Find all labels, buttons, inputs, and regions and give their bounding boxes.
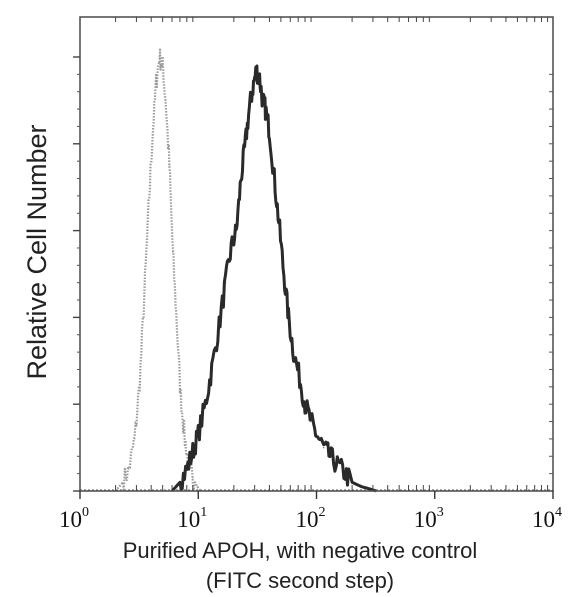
data-point xyxy=(176,325,178,327)
apoh-stained-curve xyxy=(170,64,377,493)
data-point xyxy=(197,433,200,436)
data-point xyxy=(261,99,264,102)
x-axis-label-subtitle: (FITC second step) xyxy=(206,568,394,593)
plot-frame xyxy=(79,16,554,492)
data-point xyxy=(273,177,276,180)
data-point xyxy=(258,77,261,80)
data-point xyxy=(240,177,242,180)
x-axis-label: Purified APOH, with negative control xyxy=(123,538,478,563)
data-point xyxy=(315,433,318,436)
data-point xyxy=(310,420,312,423)
data-point xyxy=(360,485,363,488)
x-tick-label: 102 xyxy=(296,505,326,532)
data-point xyxy=(351,481,353,484)
x-axis-tick-labels: 100 101 102 103 104 xyxy=(59,505,562,532)
data-point xyxy=(158,56,161,58)
data-point xyxy=(155,82,157,84)
data-point xyxy=(252,86,254,89)
data-point xyxy=(210,368,213,371)
data-point xyxy=(143,294,146,297)
data-point xyxy=(196,485,199,488)
data-point xyxy=(151,134,154,136)
data-point xyxy=(128,468,130,471)
x-tick-label: 104 xyxy=(532,505,562,532)
x-tick-label: 103 xyxy=(414,505,444,532)
y-axis-label: Relative Cell Number xyxy=(22,124,52,379)
data-point xyxy=(278,221,280,223)
data-point xyxy=(147,208,150,210)
data-point xyxy=(304,403,306,406)
data-point xyxy=(244,143,247,145)
data-point xyxy=(264,108,267,110)
data-point xyxy=(185,468,188,471)
data-point xyxy=(255,69,258,71)
histogram-series xyxy=(170,64,378,493)
data-point xyxy=(292,351,295,353)
x-tick-label: 100 xyxy=(59,505,89,532)
data-point xyxy=(218,325,220,327)
histogram-curves xyxy=(80,48,553,493)
data-point xyxy=(179,481,181,484)
data-point xyxy=(322,446,325,449)
data-point xyxy=(268,129,271,132)
data-point xyxy=(164,99,167,102)
data-point xyxy=(204,403,207,406)
data-point xyxy=(230,247,233,249)
data-point xyxy=(344,472,347,475)
data-point xyxy=(192,477,194,479)
data-point xyxy=(138,381,141,384)
data-point xyxy=(184,438,186,440)
data-point xyxy=(235,229,238,232)
data-point xyxy=(133,438,136,440)
data-point xyxy=(168,164,171,167)
histogram-series xyxy=(114,48,202,493)
x-axis-ticks xyxy=(79,17,554,499)
data-point xyxy=(248,108,251,110)
data-point xyxy=(224,281,227,284)
data-point xyxy=(161,64,164,67)
data-point xyxy=(329,455,331,458)
data-point xyxy=(179,394,182,397)
data-point xyxy=(172,251,174,254)
data-point xyxy=(283,273,285,275)
data-point xyxy=(368,488,371,490)
data-point xyxy=(192,451,194,453)
y-axis-ticks xyxy=(73,56,553,492)
data-point xyxy=(336,464,339,466)
data-point xyxy=(121,481,124,484)
x-tick-label: 101 xyxy=(177,505,207,532)
data-point xyxy=(298,377,301,379)
data-point xyxy=(287,316,290,319)
negative-control-curve xyxy=(114,48,202,493)
